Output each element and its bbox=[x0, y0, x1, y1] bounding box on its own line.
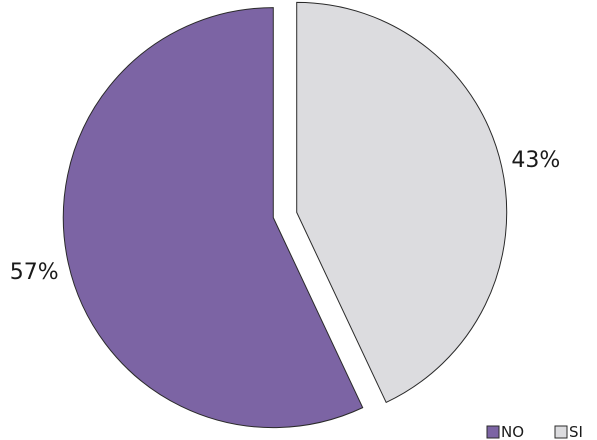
legend-swatch-si bbox=[554, 425, 568, 439]
legend-label-no: NO bbox=[501, 423, 524, 440]
pie-slice-si bbox=[296, 1, 508, 404]
pie-slices bbox=[62, 1, 508, 429]
pie-slice-no bbox=[62, 7, 364, 429]
legend-swatch-no bbox=[486, 425, 500, 439]
legend-label-si: SI bbox=[569, 423, 583, 440]
slice-label-si: 43% bbox=[511, 148, 560, 173]
slice-label-no: 57% bbox=[10, 260, 59, 285]
legend: NO SI bbox=[486, 423, 583, 440]
